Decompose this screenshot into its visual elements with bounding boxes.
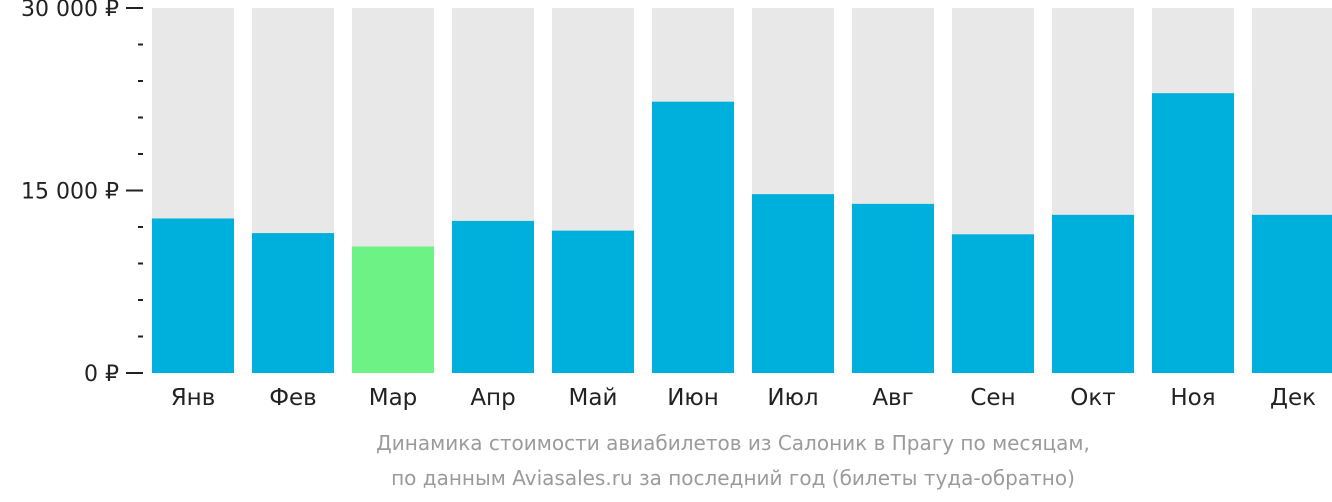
- chart-title: Динамика стоимости авиабилетов из Салони…: [376, 431, 1090, 455]
- x-tick-label: Дек: [1270, 385, 1316, 411]
- x-tick-label: Сен: [970, 385, 1015, 411]
- x-tick-label: Окт: [1070, 385, 1115, 411]
- bar-6[interactable]: [652, 101, 734, 373]
- x-axis-labels: Янв Фев Мар Апр Май Июн Июл Авг Сен Окт Ноя Дек: [171, 385, 1316, 411]
- x-tick-label: Апр: [470, 385, 515, 411]
- y-tick-label: 15 000 ₽: [21, 180, 119, 205]
- bar-5[interactable]: [552, 230, 634, 373]
- bar-2[interactable]: [252, 233, 334, 373]
- bar-11[interactable]: [1152, 93, 1234, 374]
- bar-8[interactable]: [852, 203, 934, 373]
- y-axis: 0 ₽ 15 000 ₽ 30 000 ₽: [21, 0, 143, 387]
- x-tick-label: Июн: [667, 385, 719, 411]
- bar-12[interactable]: [1252, 214, 1332, 373]
- chart-subtitle: по данным Aviasales.ru за последний год …: [391, 466, 1075, 490]
- x-tick-label: Авг: [872, 385, 913, 411]
- bar-1[interactable]: [152, 218, 234, 373]
- y-tick-label: 30 000 ₽: [21, 0, 119, 22]
- bar-7[interactable]: [752, 194, 834, 373]
- bar-4[interactable]: [452, 220, 534, 373]
- x-tick-label: Янв: [171, 385, 216, 411]
- bars: [152, 8, 1332, 374]
- x-tick-label: Фев: [269, 385, 317, 411]
- bar-3[interactable]: [352, 246, 434, 373]
- x-tick-label: Май: [569, 385, 618, 411]
- y-tick-label: 0 ₽: [84, 362, 119, 387]
- x-tick-label: Мар: [369, 385, 418, 411]
- x-tick-label: Июл: [767, 385, 818, 411]
- x-tick-label: Ноя: [1170, 385, 1215, 411]
- bar-9[interactable]: [952, 234, 1034, 373]
- bar-10[interactable]: [1052, 214, 1134, 373]
